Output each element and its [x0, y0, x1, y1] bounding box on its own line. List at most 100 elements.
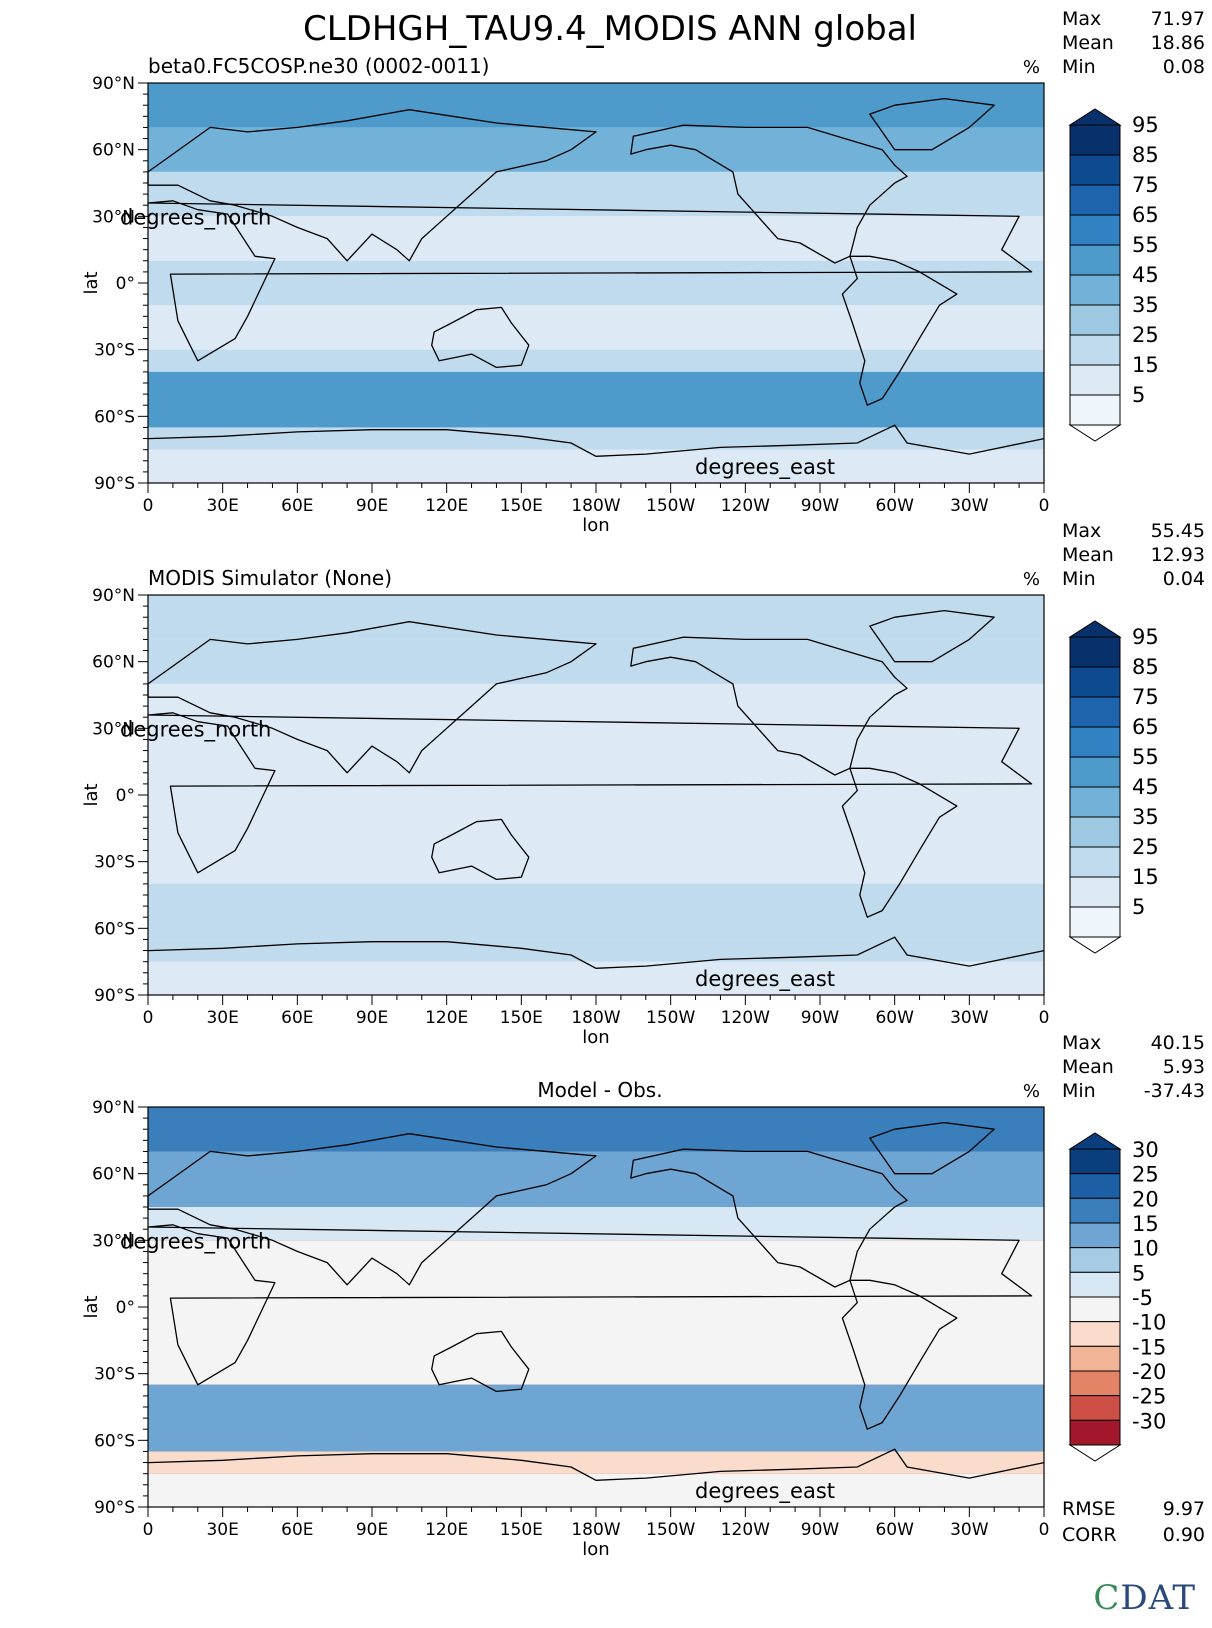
zonal-band: [148, 449, 1044, 483]
colorbar-segment: [1069, 846, 1121, 878]
zonal-band: [148, 772, 1044, 818]
x-units-label: degrees_east: [695, 1479, 835, 1504]
colorbar-segment: [1069, 274, 1121, 306]
colorbar-label: 5: [1132, 1261, 1145, 1285]
coastline: [869, 1121, 995, 1175]
colorbar-label: 15: [1132, 865, 1159, 889]
zonal-band: [148, 83, 1044, 128]
colorbar-segment: [1069, 304, 1121, 336]
coastline: [869, 609, 995, 663]
y-units-label: degrees_north: [120, 1229, 271, 1254]
x-tick-label: 30W: [950, 1008, 989, 1028]
x-tick-label: 120W: [721, 496, 770, 516]
stat-label: Min: [1062, 1080, 1096, 1102]
colorbar-segment: [1069, 1345, 1121, 1372]
y-tick-label: 0°: [116, 786, 135, 806]
footer-stat-label: CORR: [1062, 1524, 1117, 1546]
x-tick-label: 150W: [646, 1008, 695, 1028]
colorbar-label: 85: [1132, 143, 1159, 167]
colorbar-label: 65: [1132, 715, 1159, 739]
coastline: [147, 712, 1033, 874]
colorbar-label: -25: [1132, 1385, 1166, 1409]
x-units-label: degrees_east: [695, 455, 835, 480]
x-tick-label: 60E: [281, 1008, 313, 1028]
colorbar-segment: [1069, 334, 1121, 366]
y-axis-label: lat: [81, 271, 102, 294]
colorbar-bottom-arrow: [1068, 1444, 1122, 1462]
coastline-antarctica: [147, 1448, 1045, 1481]
x-axis-label: lon: [582, 1027, 609, 1048]
x-tick-label: 120E: [425, 1520, 468, 1540]
colorbar-label: 25: [1132, 1163, 1159, 1187]
y-tick-label: 90°S: [94, 986, 135, 1006]
x-tick-label: 0: [1039, 1520, 1050, 1540]
panel-subtitle: beta0.FC5COSP.ne30 (0002-0011): [148, 54, 489, 78]
stat-value: 55.45: [1151, 520, 1205, 542]
y-tick-label: 60°N: [92, 1165, 135, 1185]
colorbar-segment: [1069, 726, 1121, 758]
x-tick-label: 30E: [206, 1520, 238, 1540]
y-tick-label: 60°S: [94, 1431, 135, 1451]
y-tick-label: 90°N: [92, 74, 135, 94]
colorbar-label: 10: [1132, 1237, 1159, 1261]
footer-stat-label: RMSE: [1062, 1498, 1116, 1520]
colorbar-label: -5: [1132, 1286, 1153, 1310]
x-tick-label: 60W: [875, 496, 914, 516]
y-tick-label: 60°N: [92, 653, 135, 673]
zonal-band: [148, 939, 1044, 962]
x-axis-label: lon: [582, 515, 609, 536]
colorbar-label: -15: [1132, 1335, 1166, 1359]
coastline: [841, 255, 958, 406]
y-tick-label: 30°S: [94, 1365, 135, 1385]
stat-label: Max: [1062, 8, 1101, 30]
x-tick-label: 150W: [646, 496, 695, 516]
coastline-antarctica: [147, 936, 1045, 969]
colorbar-top-arrow: [1068, 620, 1122, 638]
colorbar-label: 35: [1132, 293, 1159, 317]
coastline: [147, 1224, 1033, 1386]
zonal-band: [148, 1384, 1044, 1452]
x-tick-label: 180W: [571, 1008, 620, 1028]
colorbar-segment: [1069, 124, 1121, 156]
zonal-band: [148, 861, 1044, 884]
x-tick-label: 60W: [875, 1008, 914, 1028]
colorbar-segment: [1069, 1148, 1121, 1175]
stat-label: Mean: [1062, 32, 1114, 54]
y-axis-label: lat: [81, 1295, 102, 1318]
stat-value: 71.97: [1151, 8, 1205, 30]
coastline: [147, 621, 597, 774]
colorbar-segment: [1069, 1370, 1121, 1397]
colorbar-segment: [1069, 1247, 1121, 1273]
x-tick-label: 90E: [356, 496, 388, 516]
stat-value: 5.93: [1163, 1056, 1205, 1078]
colorbar-label: 35: [1132, 805, 1159, 829]
x-tick-label: 90E: [356, 1520, 388, 1540]
stat-value: -37.43: [1144, 1080, 1205, 1102]
y-tick-label: 0°: [116, 274, 135, 294]
coastline: [630, 124, 908, 264]
zonal-band: [148, 349, 1044, 372]
map-panel-1: 0 30E 60E 90E 120E 150E 180W 150W 120W 90W 60W 30W 0…: [81, 8, 1205, 536]
x-tick-label: 30W: [950, 496, 989, 516]
colorbar-top-arrow: [1068, 1132, 1122, 1150]
colorbar-label: 95: [1132, 625, 1159, 649]
x-tick-label: 60W: [875, 1520, 914, 1540]
x-tick-label: 30E: [206, 1008, 238, 1028]
x-tick-label: 120E: [425, 1008, 468, 1028]
colorbar-segment: [1069, 1419, 1121, 1446]
x-tick-label: 30E: [206, 496, 238, 516]
stat-label: Min: [1062, 568, 1096, 590]
colorbar-label: 55: [1132, 233, 1159, 257]
y-tick-label: 30°N: [92, 207, 135, 227]
coastline-antarctica: [147, 424, 1045, 457]
cdat-logo: CDAT: [1093, 1578, 1196, 1618]
x-tick-label: 90W: [801, 1008, 840, 1028]
colorbar-segment: [1069, 756, 1121, 788]
x-tick-label: 120E: [425, 496, 468, 516]
footer-stat-value: 9.97: [1163, 1498, 1205, 1520]
zonal-band: [148, 883, 1044, 940]
colorbar-segment: [1069, 364, 1121, 396]
x-tick-label: 60E: [281, 1520, 313, 1540]
colorbar-label: 25: [1132, 323, 1159, 347]
zonal-band: [148, 305, 1044, 350]
